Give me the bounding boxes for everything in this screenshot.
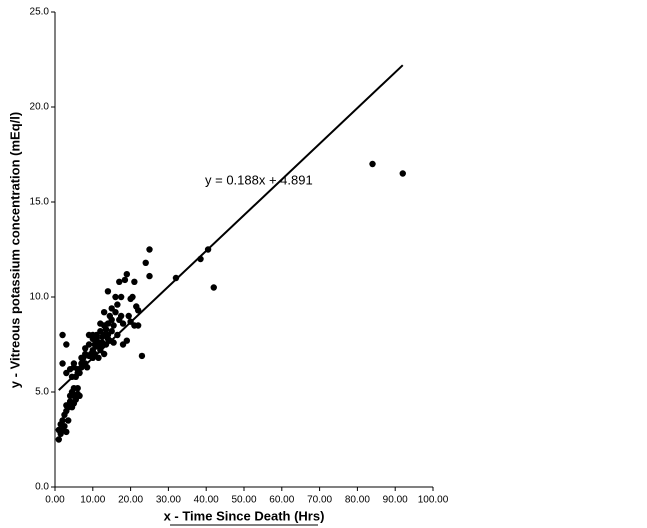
point — [78, 354, 85, 361]
x-tick-label: 20.00 — [118, 495, 143, 506]
point — [117, 312, 125, 320]
x-tick-label: 0.00 — [45, 495, 65, 506]
point — [131, 278, 138, 285]
x-tick-label: 90.00 — [383, 495, 408, 506]
point — [110, 322, 117, 329]
y-tick-label: 10.0 — [30, 292, 50, 303]
point — [123, 337, 131, 344]
x-tick-label: 40.00 — [194, 495, 219, 506]
x-tick-label: 100.00 — [418, 495, 449, 506]
point — [68, 373, 76, 380]
point — [204, 246, 212, 253]
point — [97, 343, 104, 350]
point — [112, 293, 119, 301]
point — [63, 428, 70, 436]
point — [125, 312, 132, 320]
point — [104, 288, 112, 295]
point — [63, 341, 70, 348]
point — [82, 345, 89, 352]
point — [76, 392, 83, 399]
point — [100, 322, 108, 329]
y-tick-label: 5.0 — [35, 387, 49, 398]
point — [121, 276, 129, 284]
point — [74, 369, 81, 377]
x-tick-label: 60.00 — [269, 495, 294, 506]
x-tick-label: 30.00 — [156, 495, 181, 506]
point — [172, 274, 180, 282]
point — [59, 360, 66, 367]
point — [146, 246, 153, 253]
point — [100, 350, 108, 358]
point — [117, 293, 125, 301]
point — [210, 284, 217, 291]
point — [116, 278, 123, 285]
point — [63, 369, 70, 377]
point — [114, 301, 121, 308]
point — [138, 352, 146, 360]
point — [65, 417, 72, 424]
x-tick-label: 10.00 — [80, 495, 105, 506]
point — [95, 354, 102, 361]
y-tick-label: 20.0 — [30, 102, 50, 113]
y-tick-label: 15.0 — [30, 197, 50, 208]
point — [134, 307, 142, 314]
point — [59, 331, 66, 339]
point — [110, 339, 117, 346]
point — [108, 316, 115, 323]
y-tick-label: 0.0 — [35, 482, 49, 493]
y-axis-title: y - Vitreous potassium concentration (mE… — [7, 112, 22, 388]
point — [119, 320, 127, 327]
point — [100, 309, 108, 316]
point — [55, 436, 62, 443]
point — [129, 293, 136, 301]
point — [399, 170, 406, 177]
equation: y = 0.188x + 4.891 — [205, 172, 313, 187]
point — [83, 364, 91, 371]
point — [61, 423, 68, 430]
point — [74, 385, 81, 392]
x-tick-label: 70.00 — [307, 495, 332, 506]
point — [123, 271, 131, 278]
point — [104, 331, 112, 339]
point — [146, 272, 153, 280]
point — [59, 417, 66, 424]
x-tick-label: 50.00 — [231, 495, 256, 506]
point — [93, 335, 100, 342]
point — [142, 259, 149, 266]
x-axis-title: x - Time Since Death (Hrs) — [164, 508, 325, 523]
point — [369, 160, 376, 168]
y-tick-label: 25.0 — [30, 7, 50, 18]
point — [134, 322, 142, 329]
point — [70, 360, 78, 367]
point — [114, 331, 121, 339]
x-tick-label: 80.00 — [345, 495, 370, 506]
point — [197, 255, 204, 263]
point — [112, 309, 119, 316]
